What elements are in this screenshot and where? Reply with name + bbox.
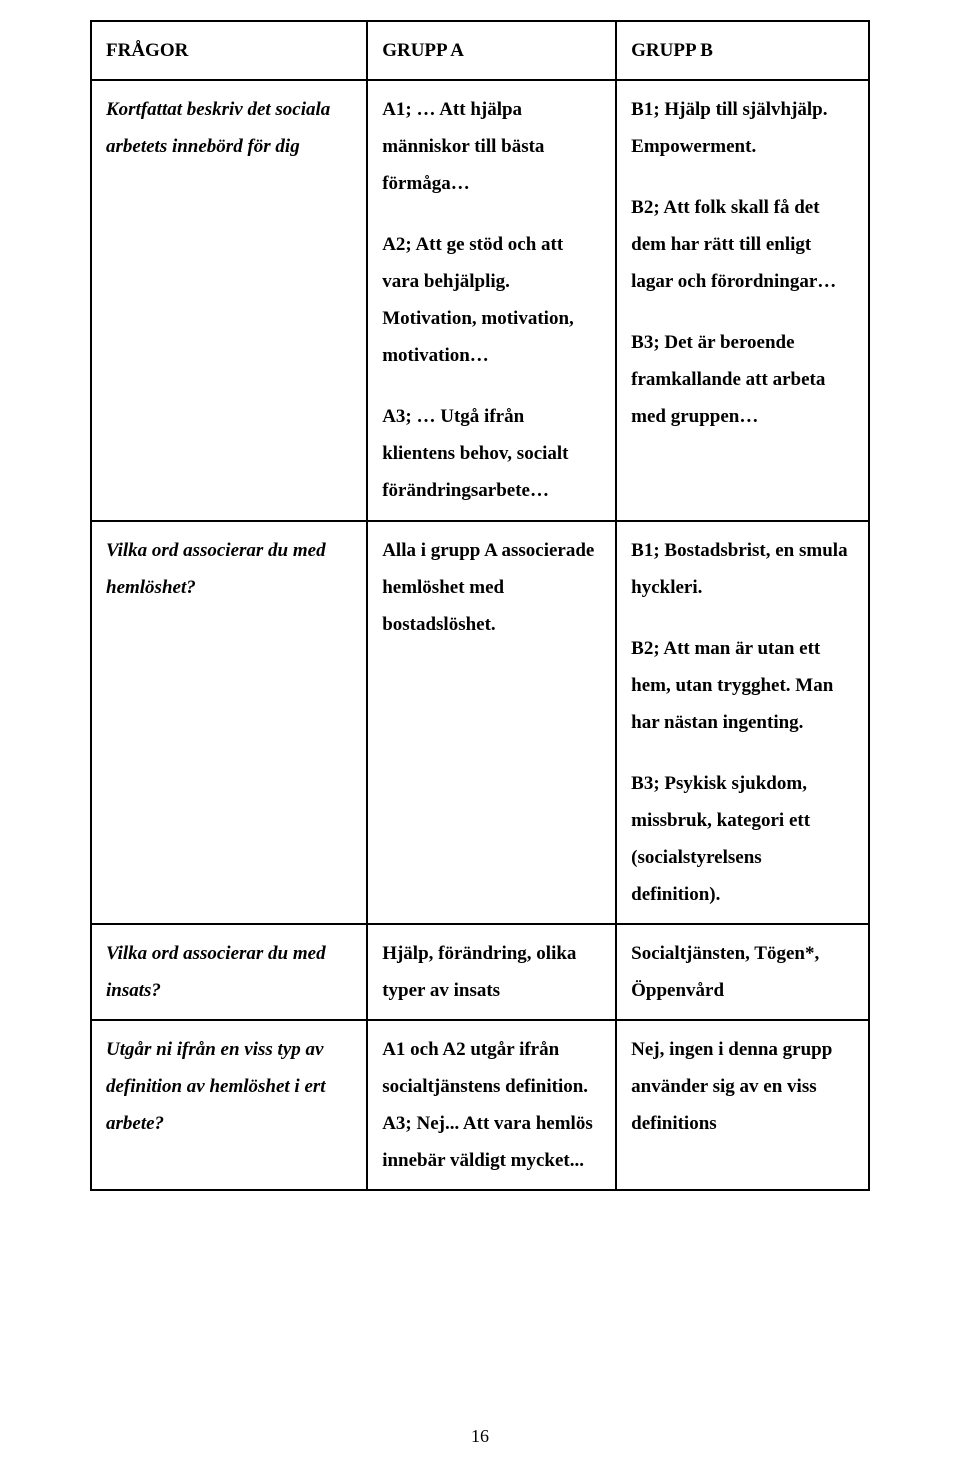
answer-text: B1; Bostadsbrist, en smula hyckleri. [631, 532, 854, 606]
answer-text: B3; Det är beroende framkallande att arb… [631, 324, 854, 435]
grupp-b-cell: B1; Hjälp till självhjälp. Empowerment. … [616, 80, 869, 520]
question-text: Vilka ord associerar du med [106, 935, 352, 972]
question-text: arbete? [106, 1105, 352, 1142]
question-cell: Kortfattat beskriv det sociala arbetets … [91, 80, 367, 520]
question-text: Vilka ord associerar du med [106, 532, 352, 569]
table-row: Vilka ord associerar du med hemlöshet? A… [91, 521, 869, 924]
answer-text: Alla i grupp A associerade hemlöshet med… [382, 532, 601, 643]
answer-text: B3; Psykisk sjukdom, missbruk, kategori … [631, 765, 854, 913]
table-row: Utgår ni ifrån en viss typ av definition… [91, 1020, 869, 1190]
answer-text: B2; Att folk skall få det dem har rätt t… [631, 189, 854, 300]
grupp-a-cell: Hjälp, förändring, olika typer av insats [367, 924, 616, 1020]
question-text: insats? [106, 972, 352, 1009]
header-grupp-a: GRUPP A [367, 21, 616, 80]
question-cell: Utgår ni ifrån en viss typ av definition… [91, 1020, 367, 1190]
grupp-b-cell: Socialtjänsten, Tögen*, Öppenvård [616, 924, 869, 1020]
question-text: Utgår ni ifrån en viss typ av [106, 1031, 352, 1068]
answer-text: B2; Att man är utan ett hem, utan tryggh… [631, 630, 854, 741]
answer-text: Socialtjänsten, Tögen*, Öppenvård [631, 935, 854, 1009]
question-cell: Vilka ord associerar du med insats? [91, 924, 367, 1020]
grupp-b-cell: B1; Bostadsbrist, en smula hyckleri. B2;… [616, 521, 869, 924]
answer-text: A1; … Att hjälpa människor till bästa fö… [382, 91, 601, 202]
table-header-row: FRÅGOR GRUPP A GRUPP B [91, 21, 869, 80]
grupp-a-cell: Alla i grupp A associerade hemlöshet med… [367, 521, 616, 924]
table-row: Vilka ord associerar du med insats? Hjäl… [91, 924, 869, 1020]
grupp-b-cell: Nej, ingen i denna grupp använder sig av… [616, 1020, 869, 1190]
question-text: definition av hemlöshet i ert [106, 1068, 352, 1105]
question-cell: Vilka ord associerar du med hemlöshet? [91, 521, 367, 924]
answer-text: Nej, ingen i denna grupp använder sig av… [631, 1031, 854, 1142]
answer-text: B1; Hjälp till självhjälp. Empowerment. [631, 91, 854, 165]
answer-text: A2; Att ge stöd och att vara behjälplig.… [382, 226, 601, 374]
page-number: 16 [0, 1426, 960, 1447]
answer-text: A3; … Utgå ifrån klientens behov, social… [382, 398, 601, 509]
answer-text: A1 och A2 utgår ifrån socialtjänstens de… [382, 1031, 601, 1105]
answer-text: A3; Nej... Att vara hemlös innebär väldi… [382, 1105, 601, 1179]
answer-text: Hjälp, förändring, olika typer av insats [382, 935, 601, 1009]
main-table: FRÅGOR GRUPP A GRUPP B Kortfattat beskri… [90, 20, 870, 1191]
header-grupp-b: GRUPP B [616, 21, 869, 80]
question-text: arbetets innebörd för dig [106, 128, 352, 165]
page: FRÅGOR GRUPP A GRUPP B Kortfattat beskri… [0, 0, 960, 1477]
header-fragor: FRÅGOR [91, 21, 367, 80]
question-text: hemlöshet? [106, 569, 352, 606]
grupp-a-cell: A1 och A2 utgår ifrån socialtjänstens de… [367, 1020, 616, 1190]
table-row: Kortfattat beskriv det sociala arbetets … [91, 80, 869, 520]
question-text: Kortfattat beskriv det sociala [106, 91, 352, 128]
grupp-a-cell: A1; … Att hjälpa människor till bästa fö… [367, 80, 616, 520]
